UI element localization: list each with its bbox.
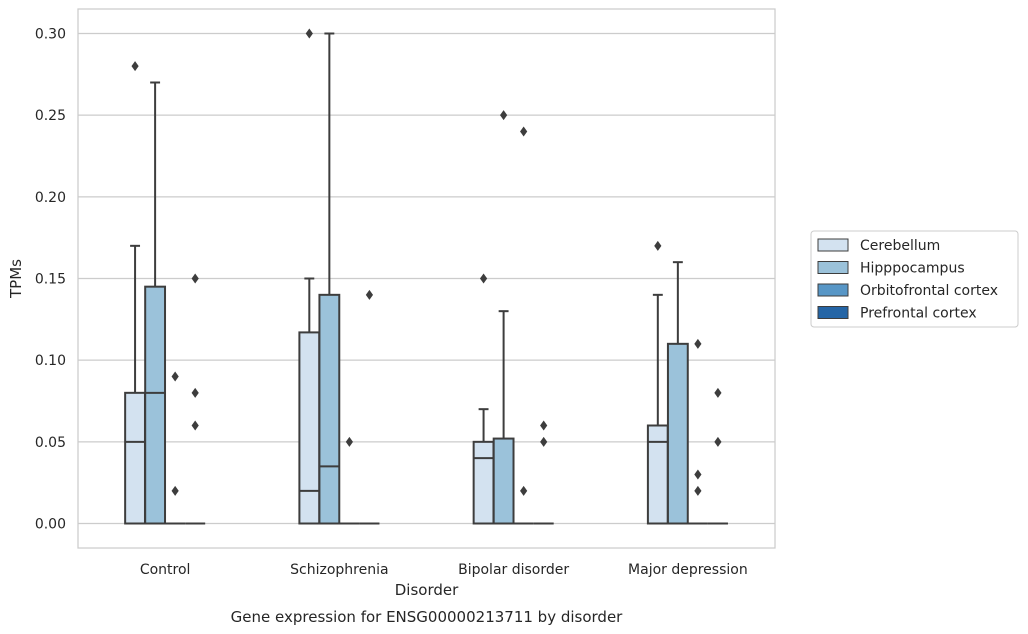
flier-point	[171, 485, 179, 496]
box-body	[318, 293, 341, 525]
flier-point	[365, 289, 374, 300]
legend-swatch	[817, 261, 849, 274]
flier-point	[714, 387, 722, 398]
flier-point	[171, 371, 179, 382]
box-body	[646, 424, 669, 525]
y-tick-label: 0.25	[35, 108, 66, 124]
box-body	[144, 285, 167, 525]
box-cerebellum	[472, 273, 495, 525]
box-cerebellum	[124, 61, 146, 525]
flier-point	[540, 436, 548, 447]
box-body	[124, 391, 146, 525]
y-tick-labels: 0.00 0.05 0.10 0.15 0.20 0.25 0.30	[35, 27, 66, 533]
y-tick-label: 0.30	[35, 27, 66, 43]
flier-point	[520, 485, 528, 496]
y-tick-label: 0.00	[35, 517, 66, 533]
box-body	[472, 440, 495, 525]
box-hipppocampus	[144, 81, 167, 525]
x-tick-labels: Control Schizophrenia Bipolar disorder Majo…	[140, 562, 748, 578]
legend-label: Cerebellum	[860, 238, 940, 254]
chart-title: Gene expression for ENSG00000213711 by d…	[231, 608, 624, 626]
box-orbitofrontal-cortex	[687, 338, 708, 525]
flier-point	[520, 126, 528, 137]
y-tick-label: 0.05	[35, 435, 66, 451]
x-tick-label: Schizophrenia	[290, 562, 388, 578]
flier-point	[191, 387, 199, 398]
flier-point	[694, 469, 702, 480]
flier-point	[191, 420, 199, 431]
flier-point	[131, 61, 139, 72]
box-cerebellum	[646, 240, 669, 525]
legend-swatch	[817, 238, 849, 252]
boxes	[124, 28, 728, 525]
box-prefrontal-cortex	[359, 289, 380, 525]
legend-frame	[810, 230, 1019, 328]
y-axis-title: TPMs	[7, 259, 25, 299]
x-tick-label: Control	[140, 562, 191, 578]
y-tick-label: 0.15	[35, 272, 66, 288]
flier-point	[694, 338, 702, 349]
box-prefrontal-cortex	[533, 420, 554, 525]
box-body	[666, 342, 689, 525]
box-hipppocampus	[492, 110, 515, 525]
flier-point	[191, 273, 199, 284]
flier-point	[345, 436, 353, 447]
x-tick-label: Major depression	[628, 562, 748, 578]
box-orbitofrontal-cortex	[165, 371, 186, 525]
plot-frame	[77, 8, 776, 549]
legend-label: Prefrontal cortex	[860, 306, 977, 322]
flier-point	[654, 240, 662, 251]
flier-point	[714, 436, 722, 447]
flier-point	[305, 28, 313, 39]
box-orbitofrontal-cortex	[339, 436, 360, 525]
legend: Cerebellum Hipppocampus Orbitofrontal cort…	[810, 230, 1019, 328]
box-orbitofrontal-cortex	[513, 126, 534, 525]
box-body	[298, 331, 321, 525]
legend-label: Hipppocampus	[860, 261, 965, 277]
y-tick-label: 0.20	[35, 190, 66, 206]
box-hipppocampus	[666, 261, 689, 525]
legend-swatch	[817, 283, 849, 297]
flier-point	[540, 420, 548, 431]
legend-swatch	[817, 306, 849, 319]
flier-point	[500, 110, 508, 121]
flier-point	[479, 273, 488, 284]
x-axis-title: Disorder	[395, 581, 459, 599]
x-tick-label: Bipolar disorder	[458, 562, 569, 578]
y-tick-label: 0.10	[35, 353, 66, 369]
box-body	[492, 437, 515, 525]
legend-label: Orbitofrontal cortex	[860, 283, 998, 299]
flier-point	[694, 485, 702, 496]
box-cerebellum	[298, 28, 321, 525]
box-prefrontal-cortex	[185, 273, 206, 525]
box-prefrontal-cortex	[708, 387, 728, 525]
box-hipppocampus	[318, 32, 341, 525]
